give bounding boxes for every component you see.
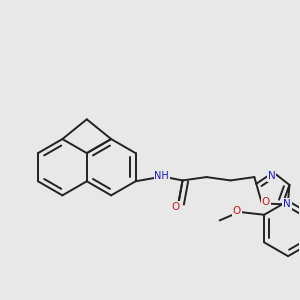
Text: O: O: [233, 206, 241, 216]
Text: O: O: [262, 197, 270, 207]
Text: NH: NH: [154, 171, 169, 182]
Text: O: O: [172, 202, 180, 212]
Text: N: N: [283, 199, 291, 209]
Text: N: N: [268, 171, 276, 181]
